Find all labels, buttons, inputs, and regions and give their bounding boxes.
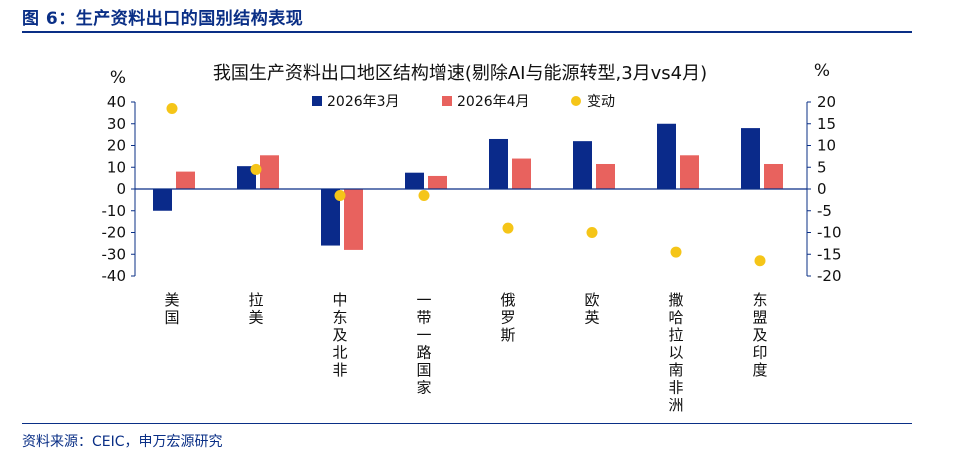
- category-label-5: 欧英: [584, 291, 599, 327]
- right-tick-label: -20: [817, 267, 842, 285]
- right-tick-label: 20: [817, 93, 836, 111]
- legend-label-change: 变动: [587, 94, 615, 110]
- bar-mar-7: [741, 128, 760, 189]
- bar-mar-2: [321, 189, 340, 246]
- bar-apr-3: [428, 175, 447, 189]
- bar-mar-6: [657, 123, 676, 189]
- legend-swatch-change: [571, 96, 581, 106]
- legend-swatch-mar: [312, 96, 322, 106]
- category-label-0: 美国: [164, 291, 179, 327]
- change-dot-6: [670, 246, 682, 258]
- right-tick-label: 15: [817, 115, 836, 133]
- bar-apr-2: [344, 189, 363, 250]
- change-dot-4: [502, 222, 514, 234]
- category-label-1: 拉美: [248, 291, 263, 327]
- figure-title: 图 6：生产资料出口的国别结构表现: [22, 9, 304, 29]
- left-tick-label: -10: [102, 202, 127, 220]
- left-tick-label: 0: [116, 180, 126, 198]
- left-axis-unit: %: [110, 68, 126, 88]
- left-tick-label: 30: [107, 115, 126, 133]
- right-tick-label: -5: [817, 202, 832, 220]
- change-dot-2: [334, 190, 346, 202]
- right-axis-unit: %: [814, 61, 830, 81]
- left-axis: 40 30 20 10 0 -10 -20 -30 -40: [102, 93, 136, 285]
- change-dot-7: [754, 255, 766, 267]
- right-tick-label: 10: [817, 137, 836, 155]
- left-tick-label: -40: [102, 267, 127, 285]
- change-dot-1: [250, 163, 262, 175]
- right-tick-label: 0: [817, 180, 827, 198]
- legend-label-mar: 2026年3月: [327, 94, 400, 110]
- bar-apr-5: [596, 163, 615, 189]
- category-label-4: 俄罗斯: [500, 291, 515, 344]
- right-axis: 20 15 10 5 0 -5 -10 -15 -20: [806, 93, 842, 285]
- top-rule: [22, 31, 912, 33]
- category-labels: 美国 拉美 中东及北非 一带一路国家 俄罗斯 欧英 撒哈拉以南非洲 东盟及印度: [164, 291, 767, 414]
- source-note: 资料来源：CEIC，申万宏源研究: [22, 434, 223, 450]
- left-tick-label: 20: [107, 137, 126, 155]
- left-tick-label: -20: [102, 224, 127, 242]
- left-tick-label: 10: [107, 158, 126, 176]
- bar-mar-5: [573, 141, 592, 189]
- change-dots: [166, 103, 766, 267]
- bar-apr-0: [176, 171, 195, 189]
- category-label-6: 撒哈拉以南非洲: [668, 291, 683, 414]
- chart-title: 我国生产资料出口地区结构增速(剔除AI与能源转型,3月vs4月): [213, 63, 707, 84]
- legend-swatch-apr: [442, 96, 452, 106]
- legend-label-apr: 2026年4月: [457, 94, 530, 110]
- bar-mar-0: [153, 189, 172, 211]
- bar-apr-4: [512, 158, 531, 189]
- right-tick-label: -10: [817, 224, 842, 242]
- bar-apr-7: [764, 163, 783, 189]
- category-label-2: 中东及北非: [332, 291, 347, 379]
- right-tick-label: 5: [817, 158, 827, 176]
- change-dot-0: [166, 103, 178, 115]
- change-dot-3: [418, 190, 430, 202]
- bar-apr-6: [680, 155, 699, 189]
- change-dot-5: [586, 227, 598, 238]
- right-tick-label: -15: [817, 245, 842, 263]
- left-tick-label: 40: [107, 93, 126, 111]
- bar-mar-4: [489, 138, 508, 189]
- left-tick-label: -30: [102, 245, 127, 263]
- legend: 2026年3月 2026年4月 变动: [312, 94, 615, 110]
- category-label-7: 东盟及印度: [752, 291, 767, 379]
- chart: 我国生产资料出口地区结构增速(剔除AI与能源转型,3月vs4月) % % 202…: [102, 61, 842, 414]
- category-label-3: 一带一路国家: [416, 291, 431, 397]
- bar-mar-3: [405, 172, 424, 189]
- bars: [153, 123, 783, 250]
- bar-apr-1: [260, 155, 279, 189]
- bottom-rule: [22, 423, 912, 424]
